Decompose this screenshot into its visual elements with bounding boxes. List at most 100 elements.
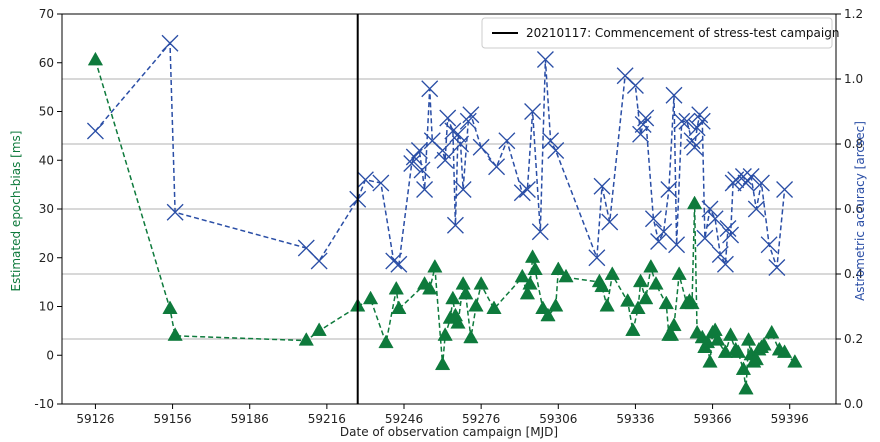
- epoch-bias-point: [666, 317, 682, 332]
- accuracy-point: [626, 77, 644, 94]
- accuracy-point: [742, 168, 760, 185]
- epoch-bias-point: [548, 297, 564, 312]
- left-y-tick-label: 50: [39, 105, 54, 119]
- accuracy-point: [531, 223, 549, 241]
- accuracy-point: [683, 132, 701, 150]
- accuracy-point: [701, 200, 719, 218]
- x-tick-label: 59336: [616, 412, 654, 426]
- accuracy-point: [734, 168, 752, 185]
- accuracy-point: [542, 132, 560, 150]
- right-y-tick-label: 0.6: [844, 202, 863, 216]
- epoch-bias-point: [740, 332, 757, 346]
- epoch-bias-point: [522, 276, 538, 290]
- epoch-bias-point: [776, 344, 793, 358]
- accuracy-point: [524, 103, 542, 120]
- epoch-bias-point: [427, 258, 443, 273]
- epoch-bias-point: [391, 300, 407, 314]
- accuracy-point: [439, 109, 457, 127]
- epoch-bias-point: [514, 268, 530, 283]
- accuracy-point: [637, 109, 655, 127]
- accuracy-point: [459, 112, 477, 130]
- epoch-bias-point: [663, 327, 680, 341]
- accuracy-point: [410, 142, 428, 159]
- right-y-tick-label: 1.0: [844, 72, 863, 86]
- accuracy-point: [706, 210, 724, 228]
- accuracy-point: [446, 216, 464, 234]
- x-tick-label: 59156: [153, 412, 191, 426]
- accuracy-point: [403, 155, 421, 172]
- accuracy-point: [452, 135, 470, 153]
- accuracy-point: [434, 142, 452, 159]
- epoch-bias-point: [707, 322, 723, 336]
- accuracy-point: [634, 116, 652, 133]
- accuracy-point: [390, 255, 408, 273]
- accuracy-point: [416, 181, 434, 198]
- epoch-bias-point: [463, 329, 479, 344]
- x-tick-label: 59396: [771, 412, 809, 426]
- accuracy-point: [665, 86, 683, 104]
- accuracy-point: [776, 181, 794, 198]
- accuracy-point: [513, 184, 531, 202]
- accuracy-point: [768, 259, 786, 276]
- epoch-bias-point: [455, 276, 471, 290]
- epoch-bias-point: [437, 327, 453, 341]
- epoch-bias-point: [735, 361, 752, 375]
- x-tick-label: 59126: [76, 412, 114, 426]
- epoch-bias-point: [738, 380, 754, 395]
- epoch-bias-point: [684, 295, 700, 310]
- accuracy-point: [547, 142, 565, 159]
- right-y-tick-label: 0.0: [844, 397, 863, 411]
- epoch-bias-point: [756, 336, 772, 351]
- epoch-bias-line: [94, 60, 796, 390]
- epoch-bias-point: [162, 300, 178, 314]
- epoch-bias-point: [519, 285, 536, 300]
- accuracy-point: [436, 151, 454, 169]
- epoch-bias-point: [604, 266, 620, 280]
- left-y-tick-label: 20: [39, 251, 54, 265]
- accuracy-point: [166, 203, 184, 221]
- right-y-axis-label: Astrometric accuracy [arcsec]: [853, 121, 867, 301]
- accuracy-point: [462, 106, 480, 124]
- x-tick-label: 59306: [539, 412, 577, 426]
- epoch-bias-point: [486, 300, 502, 314]
- accuracy-point: [86, 122, 104, 140]
- accuracy-point: [691, 106, 709, 124]
- left-y-tick-label: 40: [39, 153, 54, 167]
- epoch-bias-point: [540, 307, 556, 322]
- accuracy-point: [449, 125, 467, 143]
- epoch-bias-point: [594, 278, 610, 293]
- x-tick-label: 59246: [385, 412, 423, 426]
- epoch-bias-point: [630, 300, 646, 314]
- accuracy-point: [454, 181, 472, 198]
- right-y-tick-label: 0.2: [844, 332, 863, 346]
- epoch-bias-point: [450, 315, 466, 329]
- epoch-bias-point: [710, 332, 726, 346]
- accuracy-point: [601, 213, 619, 231]
- epoch-bias-point: [445, 290, 461, 305]
- epoch-bias-point: [167, 327, 183, 341]
- epoch-bias-point: [730, 344, 746, 358]
- accuracy-point: [722, 226, 740, 244]
- epoch-bias-point: [378, 334, 394, 349]
- left-y-tick-label: 60: [39, 56, 54, 70]
- accuracy-point: [696, 229, 714, 247]
- accuracy-point: [472, 138, 490, 156]
- epoch-bias-point: [434, 356, 451, 371]
- epoch-bias-point: [362, 290, 379, 305]
- left-y-tick-label: 30: [39, 202, 54, 216]
- x-axis-label: Date of observation campaign [MJD]: [340, 425, 558, 439]
- accuracy-point: [310, 252, 328, 270]
- right-y-tick-label: 0.8: [844, 137, 863, 151]
- accuracy-point: [711, 246, 729, 263]
- left-y-tick-label: 10: [39, 300, 54, 314]
- epoch-bias-point: [787, 354, 803, 368]
- left-y-tick-label: 70: [39, 7, 54, 21]
- epoch-bias-point: [298, 332, 314, 346]
- accuracy-point: [356, 171, 374, 189]
- epoch-bias-point: [632, 273, 649, 288]
- epoch-bias-point: [473, 276, 489, 290]
- epoch-bias-point: [422, 280, 438, 295]
- accuracy-point: [737, 174, 755, 192]
- epoch-bias-point: [620, 293, 636, 307]
